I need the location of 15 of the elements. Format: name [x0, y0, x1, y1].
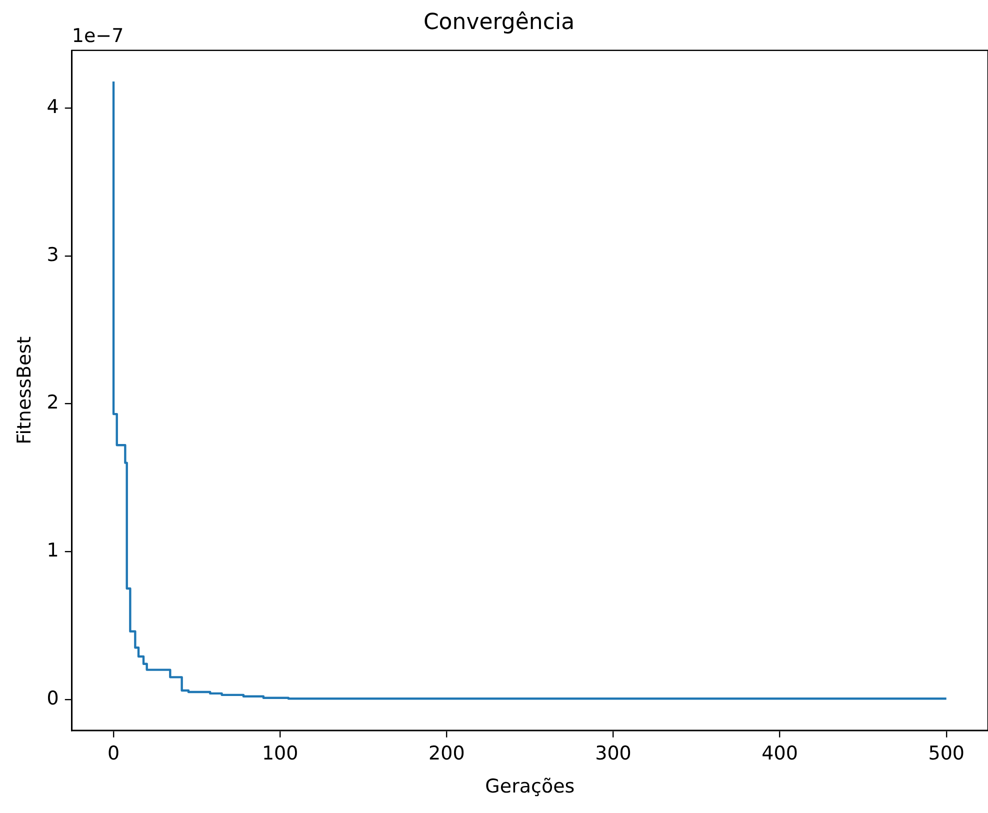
x-tick-label: 500 — [928, 742, 964, 765]
y-tick-label: 3 — [46, 244, 59, 266]
x-tick-label: 200 — [428, 742, 465, 765]
x-tick-label: 0 — [107, 742, 120, 765]
y-tick-label: 2 — [46, 392, 59, 414]
x-tick-label: 100 — [262, 742, 298, 765]
x-axis-title: Gerações — [485, 776, 575, 798]
y-axis-title: FitnessBest — [13, 336, 36, 444]
x-tick-label: 400 — [762, 742, 798, 765]
text: 1e−7 — [72, 24, 124, 47]
x-tick-label: 300 — [595, 742, 632, 765]
y-tick-label: 0 — [46, 687, 59, 710]
chart-title: Convergência — [423, 10, 575, 35]
y-tick-label: 1 — [46, 539, 59, 562]
y-tick-label: 4 — [46, 96, 59, 118]
